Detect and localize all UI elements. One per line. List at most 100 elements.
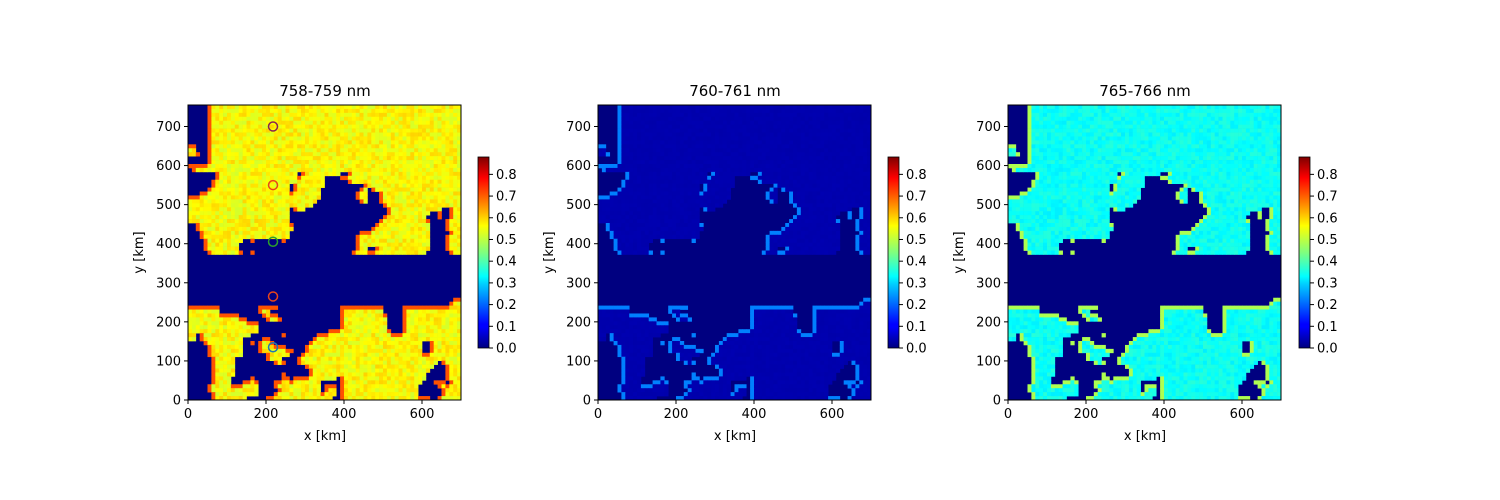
map-cell [812,203,817,208]
map-cell [449,148,454,153]
map-cell [449,301,454,306]
map-cell [433,120,438,126]
map-cell [453,183,458,188]
map-cell [781,105,786,110]
map-cell [293,199,298,204]
map-cell [215,128,220,133]
map-cell [828,132,833,137]
map-cell [230,152,236,157]
map-cell [637,112,642,118]
map-cell [445,321,450,326]
map-cell [238,384,243,389]
map-cell [410,321,415,326]
map-cell [367,238,372,244]
map-cell [277,234,282,240]
map-cell [429,187,435,192]
map-cell [363,152,368,157]
map-cell [394,384,399,389]
map-cell [625,144,630,149]
map-cell [351,341,357,346]
map-cell [351,384,357,389]
map-cell [269,152,275,157]
map-cell [843,116,848,122]
map-cell [390,120,396,126]
map-cell [718,136,724,141]
map-cell [386,329,392,334]
map-cell [660,120,665,126]
map-cell [402,144,407,149]
map-cell [789,191,794,196]
map-cell [371,144,376,149]
map-cell [410,187,415,192]
map-cell [316,167,321,173]
map-cell [847,140,852,145]
map-cell [191,317,197,322]
map-cell [422,191,427,196]
map-cell [722,156,728,161]
map-cell [398,230,403,236]
map-cell [824,183,829,188]
map-cell [804,203,809,208]
map-cell [754,128,759,133]
map-cell [203,164,208,169]
map-cell [390,360,396,365]
map-cell [258,305,263,310]
map-cell [402,195,407,200]
map-cell [227,344,232,350]
map-cell [812,124,817,129]
map-cell [227,368,232,373]
map-cell [242,388,247,393]
map-cell [340,348,345,354]
map-cell [679,124,685,129]
map-cell [223,246,228,251]
map-cell [199,321,204,326]
map-cell [617,140,622,145]
map-cell [297,124,302,129]
map-cell [800,124,806,129]
map-cell [355,333,360,338]
map-cell [425,160,431,165]
map-cell [285,191,290,196]
map-cell [254,219,259,224]
map-cell [266,195,271,200]
map-cell [371,187,376,192]
map-cell [355,305,360,310]
map-cell [851,108,856,114]
map-cell [828,195,833,200]
map-cell [410,116,415,122]
map-cell [796,144,802,149]
map-cell [211,164,216,169]
map-cell [414,333,419,338]
map-cell [824,136,829,141]
map-cell [691,152,696,157]
map-cell [867,112,872,118]
map-cell [449,380,454,385]
map-cell [289,116,294,122]
map-cell [234,388,240,393]
map-cell [843,199,848,204]
map-cell [344,352,349,358]
map-cell [262,175,267,181]
map-cell [449,183,454,188]
map-cell [824,120,829,126]
map-cell [703,112,708,118]
map-cell [730,156,735,161]
map-cell [305,152,310,157]
map-cell [637,105,642,110]
map-cell [406,337,411,342]
map-cell [406,333,411,338]
map-cell [742,112,747,118]
map-cell [445,108,450,114]
map-cell [441,388,446,393]
map-cell [418,372,423,377]
map-cell [750,108,755,114]
map-cell [219,380,224,385]
map-cell [266,108,271,114]
map-cell [227,341,232,346]
map-cell [441,337,446,342]
map-cell [203,215,208,220]
map-cell [266,352,271,358]
map-cell [707,156,712,161]
map-cell [796,195,802,200]
